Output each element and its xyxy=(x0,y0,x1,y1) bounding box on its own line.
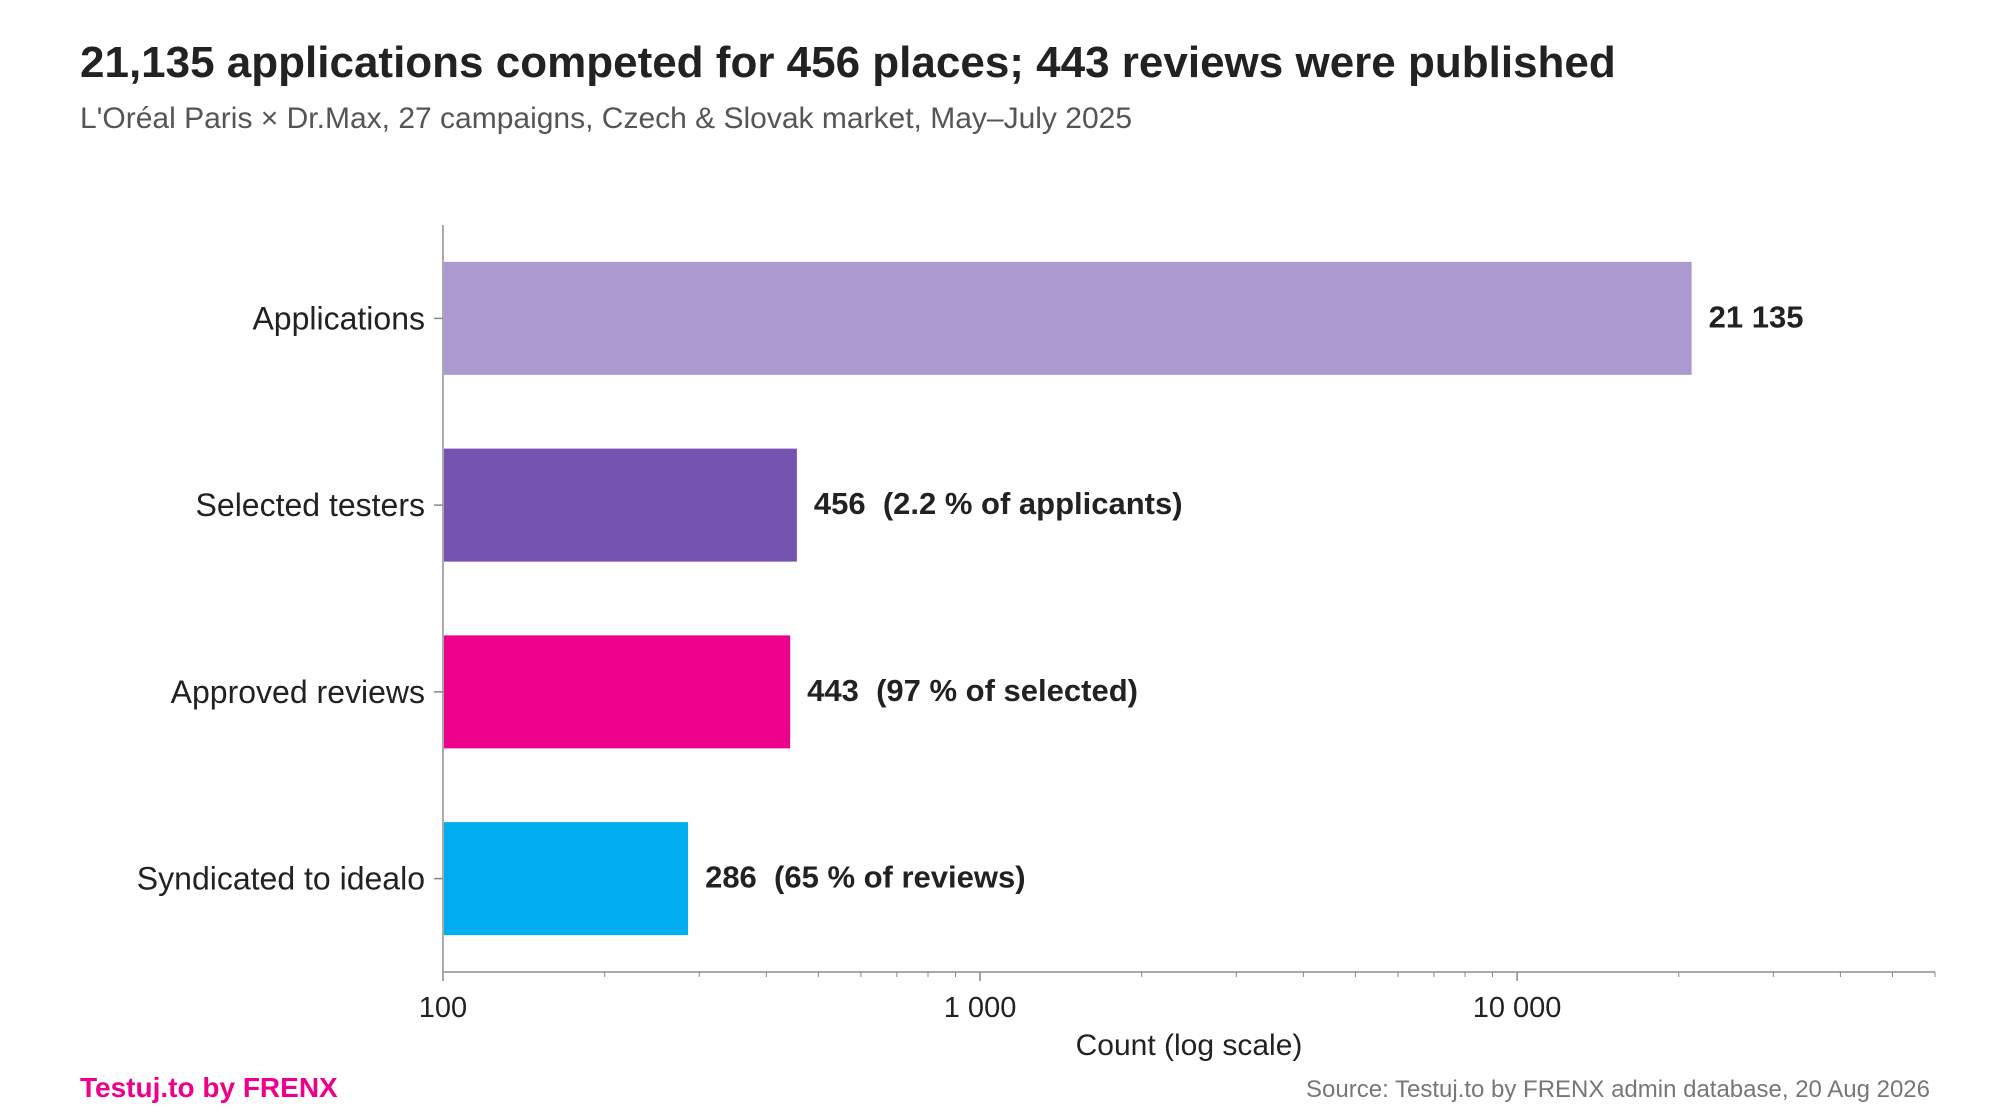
category-label: Applications xyxy=(252,300,425,336)
source-note: Source: Testuj.to by FRENX admin databas… xyxy=(1306,1076,1930,1103)
category-label: Syndicated to idealo xyxy=(137,861,425,897)
x-tick-label: 1 000 xyxy=(944,992,1017,1024)
data-label: 443 (97 % of selected) xyxy=(807,673,1138,708)
bar xyxy=(444,448,797,562)
chart-title: 21,135 applications competed for 456 pla… xyxy=(80,38,1616,87)
category-label: Selected testers xyxy=(196,487,425,523)
x-axis-ticks: 100 1 000 10 000 xyxy=(419,972,1936,1024)
bar xyxy=(444,261,1692,375)
x-tick-label: 10 000 xyxy=(1473,992,1562,1024)
x-axis-label: Count (log scale) xyxy=(1076,1029,1303,1062)
category-label: Approved reviews xyxy=(171,674,425,710)
x-axis: 100 1 000 10 000 Count (log scale) xyxy=(419,971,1936,1062)
data-label: 21 135 xyxy=(1709,299,1804,334)
x-tick-label: 100 xyxy=(419,992,467,1024)
data-label: 286 (65 % of reviews) xyxy=(705,860,1025,895)
bars: Applications 21 135 Selected testers 456 (2… xyxy=(137,261,1804,936)
bar xyxy=(444,635,791,749)
data-label: 456 (2.2 % of applicants) xyxy=(814,486,1183,521)
bar xyxy=(444,822,689,936)
chart-subtitle: L'Oréal Paris × Dr.Max, 27 campaigns, Cz… xyxy=(80,102,1133,135)
brand-label: Testuj.to by FRENX xyxy=(80,1072,338,1103)
